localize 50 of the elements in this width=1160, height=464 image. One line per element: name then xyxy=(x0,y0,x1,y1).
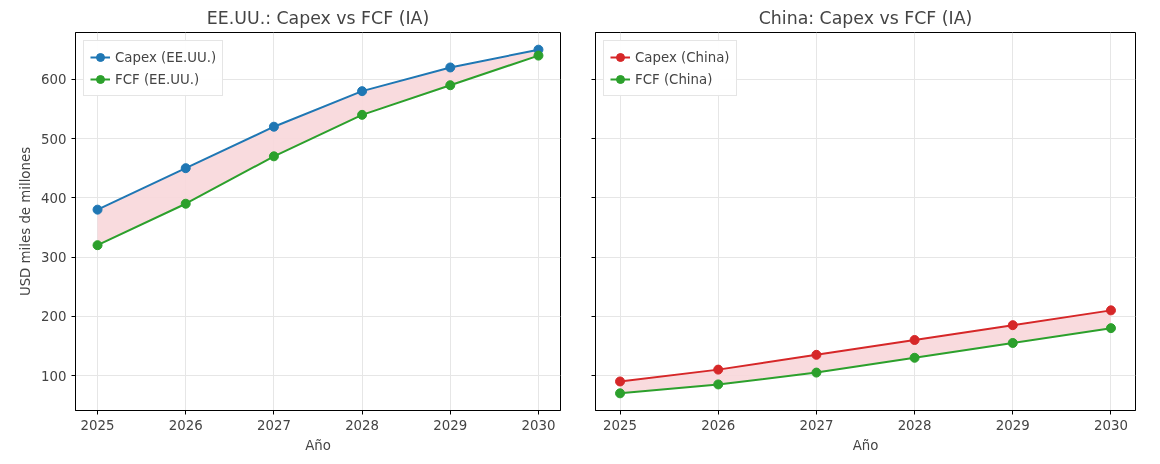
x-tick-label: 2026 xyxy=(168,417,203,433)
x-axis-title: Año xyxy=(852,437,879,453)
point xyxy=(445,80,456,91)
legend-label: FCF (China) xyxy=(635,71,713,87)
point xyxy=(1007,320,1018,331)
point xyxy=(1105,323,1116,334)
point xyxy=(445,62,456,73)
point xyxy=(713,364,724,375)
x-tick-label: 2030 xyxy=(1093,417,1128,433)
point xyxy=(811,349,822,360)
point xyxy=(811,367,822,378)
point xyxy=(615,376,626,387)
point xyxy=(268,121,279,132)
point xyxy=(909,352,920,363)
point xyxy=(268,151,279,162)
y-tick-label: 200 xyxy=(41,309,67,325)
point xyxy=(909,335,920,345)
x-tick-label: 2025 xyxy=(603,417,638,433)
point xyxy=(92,240,103,251)
chart-title: EE.UU.: Capex vs FCF (IA) xyxy=(206,7,430,28)
y-tick-label: 300 xyxy=(41,250,67,266)
point xyxy=(1105,305,1116,316)
x-tick-label: 2029 xyxy=(433,417,468,433)
point xyxy=(533,50,544,61)
y-tick-label: 600 xyxy=(41,72,67,88)
x-tick-label: 2029 xyxy=(995,417,1030,433)
point xyxy=(713,379,724,390)
legend-label: FCF (EE.UU.) xyxy=(115,71,200,87)
point xyxy=(180,163,191,174)
point xyxy=(615,388,626,399)
point xyxy=(180,198,191,209)
x-tick-label: 2026 xyxy=(701,417,736,433)
point xyxy=(357,109,368,120)
point xyxy=(357,86,368,97)
point xyxy=(92,204,103,215)
x-tick-label: 2030 xyxy=(521,417,556,433)
x-tick-label: 2027 xyxy=(256,417,291,433)
point xyxy=(1007,337,1018,348)
y-tick-label: 100 xyxy=(41,368,67,384)
x-tick-label: 2028 xyxy=(897,417,932,433)
x-tick-label: 2028 xyxy=(345,417,380,433)
y-axis-title: USD miles de millones xyxy=(18,146,34,297)
legend-label: Capex (EE.UU.) xyxy=(115,49,217,65)
x-tick-label: 2025 xyxy=(80,417,115,433)
y-tick-label: 500 xyxy=(41,131,67,147)
x-axis-title: Año xyxy=(305,437,331,453)
legend-label: Capex (China) xyxy=(635,49,730,65)
chart-title: China: Capex vs FCF (IA) xyxy=(758,7,973,28)
y-tick-label: 400 xyxy=(41,190,67,206)
x-tick-label: 2027 xyxy=(799,417,834,433)
